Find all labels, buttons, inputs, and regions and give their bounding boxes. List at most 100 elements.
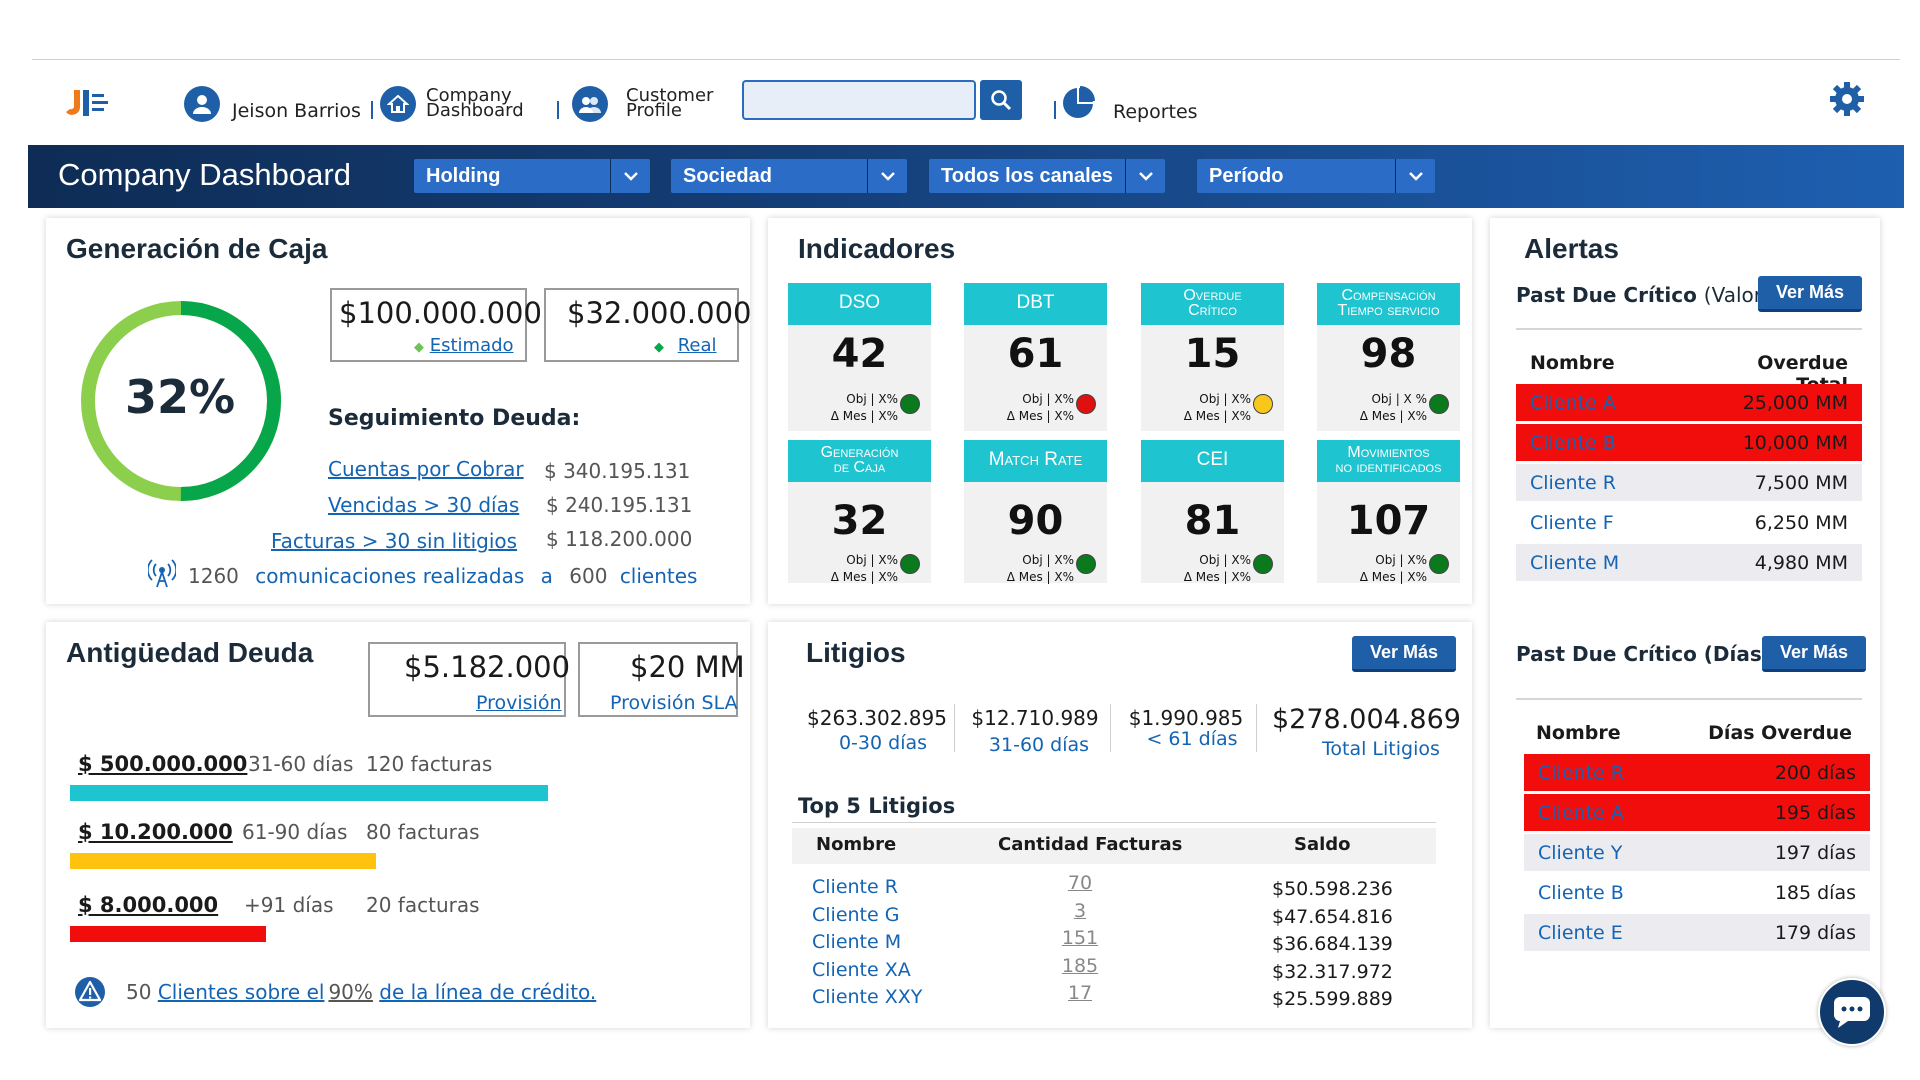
alert-client-name[interactable]: Cliente M (1530, 552, 1620, 574)
pie-chart-icon[interactable] (1060, 84, 1096, 120)
indicator-tile[interactable]: Generación de Caja 32 Obj | X% Δ Mes | X% (788, 440, 931, 584)
provision-sla-label[interactable]: Provisión SLA (610, 692, 738, 714)
indicator-sub: Obj | X% Δ Mes | X% (810, 391, 898, 425)
litigio-client-name[interactable]: Cliente XXY (812, 986, 923, 1008)
alert-client-name[interactable]: Cliente B (1538, 882, 1624, 904)
real-link[interactable]: Real (677, 335, 717, 356)
litigio-count-link[interactable]: 185 (1061, 954, 1099, 977)
alert-row[interactable]: Cliente M 4,980 MM (1516, 544, 1862, 581)
alert-client-name[interactable]: Cliente A (1530, 392, 1616, 414)
indicator-obj: Obj | X% (1375, 553, 1427, 567)
alert-row[interactable]: Cliente R 7,500 MM (1516, 464, 1862, 501)
alert-client-name[interactable]: Cliente R (1530, 472, 1616, 494)
litigio-total-label: Total Litigios (1322, 738, 1440, 760)
indicator-value: 107 (1346, 498, 1431, 544)
nav-company-dashboard[interactable]: Company Dashboard (426, 87, 524, 120)
litigios-ver-mas-button[interactable]: Ver Más (1352, 636, 1456, 672)
aging-range: 61-90 días (242, 820, 348, 844)
com-text[interactable]: comunicaciones realizadas (255, 564, 525, 588)
indicator-tile[interactable]: CEI 81 Obj | X% Δ Mes | X% (1141, 440, 1284, 584)
alertas-dias-ver-mas-button[interactable]: Ver Más (1762, 636, 1866, 672)
provision-box (368, 642, 566, 717)
aging-amount[interactable]: $ 8.000.000 (78, 893, 219, 917)
user-avatar-icon[interactable] (184, 86, 220, 122)
alert-client-name[interactable]: Cliente B (1530, 432, 1616, 454)
litigio-client-name[interactable]: Cliente M (812, 931, 902, 953)
litigio-saldo: $50.598.236 (1272, 878, 1393, 900)
vencidas-link[interactable]: Vencidas > 30 días (328, 493, 520, 517)
alert-client-name[interactable]: Cliente Y (1538, 842, 1623, 864)
filter-canales-dropdown[interactable]: Todos los canales (929, 159, 1165, 193)
alert-row[interactable]: Cliente A 195 días (1524, 794, 1870, 831)
estimado-box (330, 288, 527, 362)
user-name[interactable]: Jeison Barrios (232, 100, 361, 122)
nav-reportes[interactable]: Reportes (1113, 101, 1198, 123)
alert-client-name[interactable]: Cliente F (1530, 512, 1614, 534)
indicator-tile[interactable]: Compensación Tiempo servicio 98 Obj | X % Δ … (1317, 283, 1460, 431)
litigio-divider (954, 704, 955, 752)
nav-customer-profile-line1: Customer (626, 85, 714, 106)
note-link-clientes[interactable]: Clientes sobre el (157, 980, 325, 1004)
alert-row[interactable]: Cliente Y 197 días (1524, 834, 1870, 871)
alert-client-value: 195 días (1774, 802, 1856, 824)
warning-icon (75, 977, 105, 1007)
nav-customer-profile[interactable]: Customer Profile (626, 85, 714, 120)
litigio-client-name[interactable]: Cliente XA (812, 958, 911, 981)
real-legend[interactable]: ◆ Real (654, 335, 717, 356)
aging-amount[interactable]: $ 10.200.000 (78, 820, 233, 844)
facturas-sin-litigios-link[interactable]: Facturas > 30 sin litigios (271, 529, 518, 553)
search-input[interactable] (742, 80, 976, 120)
estimado-link[interactable]: Estimado (429, 335, 514, 356)
gear-icon[interactable] (1828, 80, 1866, 118)
alert-client-name[interactable]: Cliente R (1538, 762, 1624, 784)
indicator-sub: Obj | X % Δ Mes | X% (1339, 391, 1427, 425)
indicator-tile[interactable]: Match Rate 90 Obj | X% Δ Mes | X% (964, 440, 1107, 584)
chevron-down-icon (867, 159, 907, 193)
provision-link[interactable]: Provisión (476, 692, 562, 714)
cuentas-cobrar-link[interactable]: Cuentas por Cobrar (328, 457, 524, 481)
litigio-client-name[interactable]: Cliente G (812, 903, 900, 926)
litigio-client-name[interactable]: Cliente R (812, 876, 898, 898)
indicator-tile[interactable]: Movimientos no identificados 107 Obj | X% Δ … (1317, 440, 1460, 584)
filter-sociedad-dropdown[interactable]: Sociedad (671, 159, 907, 193)
alert-row[interactable]: Cliente R 200 días (1524, 754, 1870, 791)
indicator-tile[interactable]: DSO 42 Obj | X% Δ Mes | X% (788, 283, 931, 431)
alert-row[interactable]: Cliente F 6,250 MM (1516, 504, 1862, 541)
search-button[interactable] (980, 80, 1022, 120)
litigio-count-link[interactable]: 151 (1061, 927, 1099, 949)
home-icon[interactable] (380, 86, 416, 122)
alert-row[interactable]: Cliente B 185 días (1524, 874, 1870, 911)
aging-facturas: 120 facturas (366, 752, 493, 776)
filter-periodo-dropdown[interactable]: Período (1197, 159, 1435, 193)
note-link-linea[interactable]: de la línea de crédito. (379, 980, 597, 1004)
indicator-tile[interactable]: Overdue Crítico 15 Obj | X% Δ Mes | X% (1141, 283, 1284, 431)
indicator-name-line2: de Caja (833, 459, 886, 476)
litigio-count-link[interactable]: 17 (1067, 982, 1093, 1004)
filter-holding-dropdown[interactable]: Holding (414, 159, 650, 193)
litigio-count-link[interactable]: 70 (1067, 872, 1093, 894)
comunicaciones-line: 1260 comunicaciones realizadas a 600 cli… (188, 564, 697, 588)
litigio-count-link[interactable]: 3 (1073, 899, 1087, 922)
litigio-divider (1256, 704, 1257, 752)
alert-row[interactable]: Cliente E 179 días (1524, 914, 1870, 951)
nav-separator (1054, 101, 1056, 119)
alertas-valor-ver-mas-button[interactable]: Ver Más (1758, 276, 1862, 312)
chat-button[interactable] (1818, 978, 1886, 1046)
indicator-obj: Obj | X% (1022, 553, 1074, 567)
caja-progress-ring (81, 301, 281, 501)
alert-row[interactable]: Cliente A 25,000 MM (1516, 384, 1862, 421)
estimado-legend[interactable]: ◆ Estimado (414, 335, 514, 356)
litigio-sum-2-value: $1.990.985 (1128, 706, 1244, 730)
alert-row[interactable]: Cliente B 10,000 MM (1516, 424, 1862, 461)
clientes-text[interactable]: clientes (619, 564, 698, 588)
alert-client-name[interactable]: Cliente A (1538, 802, 1624, 824)
indicator-tile[interactable]: DBT 61 Obj | X% Δ Mes | X% (964, 283, 1107, 431)
users-group-icon[interactable] (572, 86, 608, 122)
indicator-value: 32 (831, 498, 888, 544)
indicator-obj: Obj | X% (1022, 392, 1074, 406)
litigio-saldo: $47.654.816 (1272, 905, 1393, 928)
alert-client-name[interactable]: Cliente E (1538, 922, 1623, 944)
litigio-divider (1110, 704, 1111, 752)
status-dot (1429, 554, 1449, 574)
aging-amount[interactable]: $ 500.000.000 (78, 752, 248, 776)
